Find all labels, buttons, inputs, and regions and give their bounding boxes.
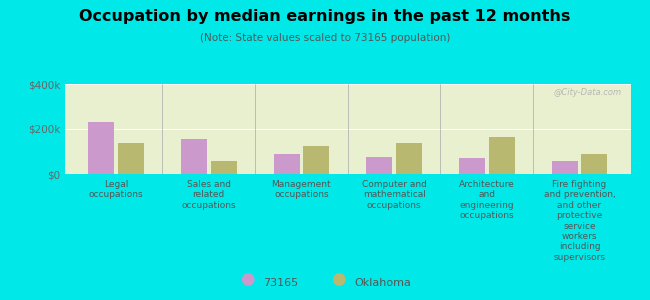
- Bar: [396, 142, 422, 174]
- Bar: [118, 142, 144, 174]
- Text: ●: ●: [331, 270, 345, 288]
- Text: ●: ●: [240, 270, 254, 288]
- Bar: [581, 154, 607, 174]
- Bar: [304, 146, 329, 174]
- Text: Occupation by median earnings in the past 12 months: Occupation by median earnings in the pas…: [79, 9, 571, 24]
- Text: Sales and
related
occupations: Sales and related occupations: [181, 180, 236, 210]
- Text: Computer and
mathematical
occupations: Computer and mathematical occupations: [361, 180, 426, 210]
- Bar: [274, 154, 300, 174]
- Bar: [552, 160, 578, 174]
- Bar: [211, 160, 237, 174]
- Text: (Note: State values scaled to 73165 population): (Note: State values scaled to 73165 popu…: [200, 33, 450, 43]
- Text: Oklahoma: Oklahoma: [354, 278, 411, 288]
- Text: Architecture
and
engineering
occupations: Architecture and engineering occupations: [459, 180, 515, 220]
- Bar: [489, 137, 515, 174]
- Text: 73165: 73165: [263, 278, 298, 288]
- Bar: [459, 158, 485, 174]
- Text: @City-Data.com: @City-Data.com: [554, 88, 622, 97]
- Bar: [367, 157, 392, 174]
- Bar: [181, 139, 207, 174]
- Text: Fire fighting
and prevention,
and other
protective
service
workers
including
sup: Fire fighting and prevention, and other …: [543, 180, 616, 262]
- Text: Management
occupations: Management occupations: [272, 180, 332, 200]
- Text: Legal
occupations: Legal occupations: [88, 180, 143, 200]
- Bar: [88, 122, 114, 174]
